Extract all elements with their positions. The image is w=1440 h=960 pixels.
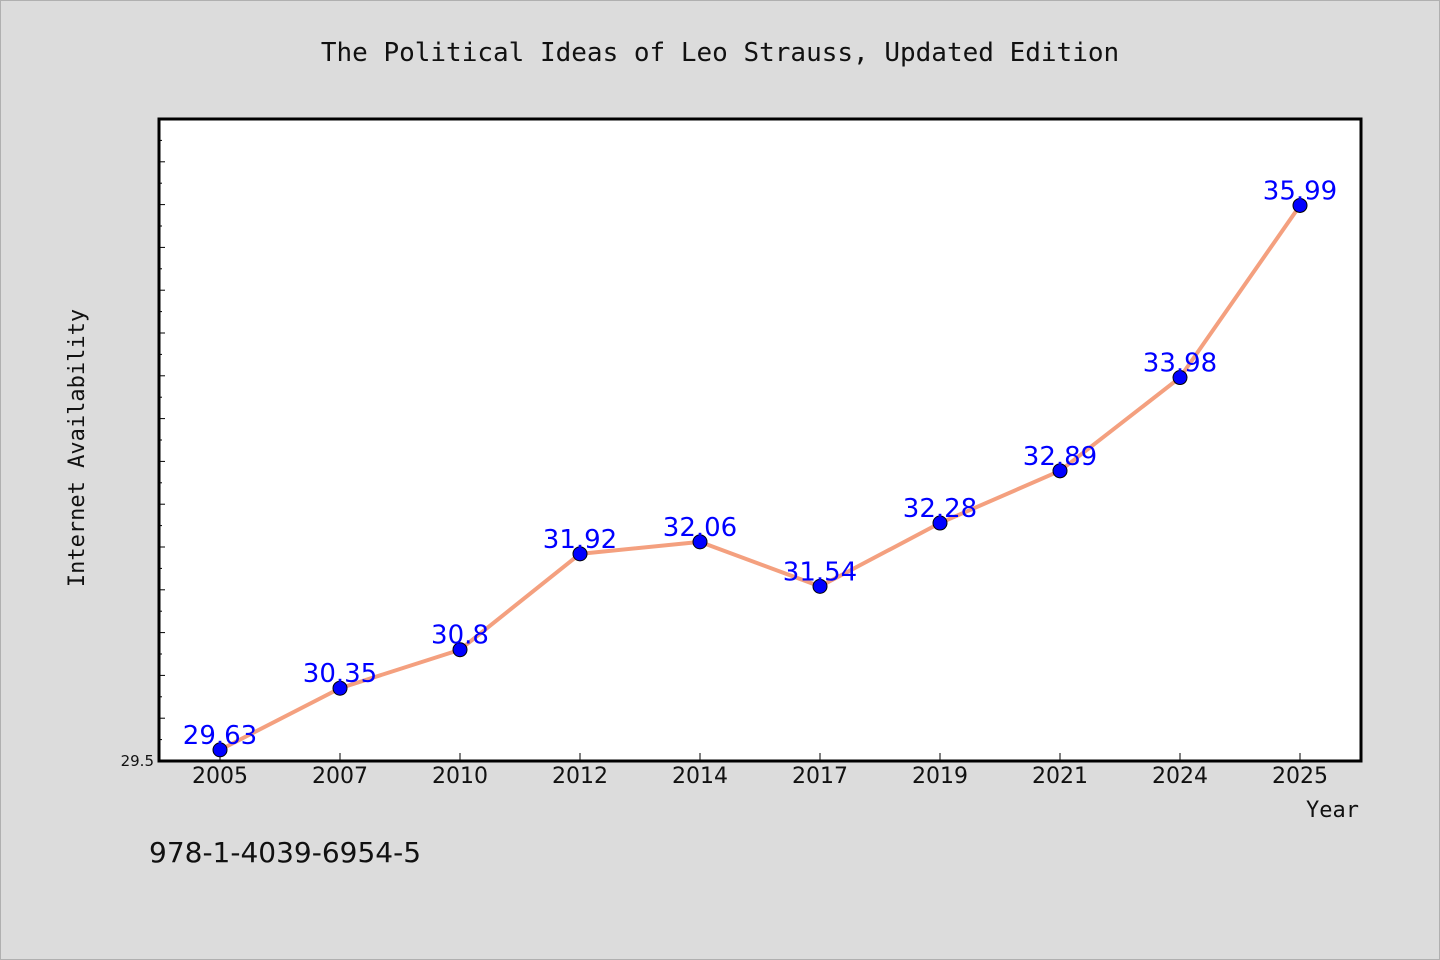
data-label: 30.8 bbox=[431, 621, 489, 651]
x-tick-label: 2019 bbox=[912, 764, 968, 789]
data-point bbox=[1292, 197, 1308, 213]
plot-area bbox=[157, 117, 1363, 763]
x-tick-label: 2017 bbox=[792, 764, 848, 789]
data-label: 32.28 bbox=[903, 494, 977, 524]
data-label: 32.06 bbox=[663, 513, 737, 543]
data-point bbox=[932, 515, 948, 531]
isbn-text: 978-1-4039-6954-5 bbox=[149, 836, 421, 869]
y-axis-label: Internet Availability bbox=[65, 309, 90, 587]
x-tick-label: 2021 bbox=[1032, 764, 1088, 789]
y-tick-label: 29.5 bbox=[121, 752, 154, 770]
data-point bbox=[332, 680, 348, 696]
series-group: 29.63 30.35 30.8 31.92 32.06 31.54 32.28 32.89 3… bbox=[183, 176, 1337, 758]
data-point bbox=[692, 534, 708, 550]
x-tick-label: 2025 bbox=[1272, 764, 1328, 789]
x-tick-label: 2005 bbox=[192, 764, 248, 789]
data-label: 33.98 bbox=[1143, 349, 1217, 379]
x-tick-label: 2014 bbox=[672, 764, 728, 789]
data-label: 31.92 bbox=[543, 525, 617, 555]
x-axis-ticks: 2005 2007 2010 2012 2014 2017 2019 2021 2024 2025 bbox=[192, 753, 1328, 789]
y-axis-ticks: 29.5 bbox=[121, 118, 165, 770]
x-axis-label: Year bbox=[1306, 798, 1359, 823]
data-point bbox=[812, 578, 828, 594]
x-tick-label: 2010 bbox=[432, 764, 488, 789]
series-line bbox=[219, 204, 1302, 752]
chart-title: The Political Ideas of Leo Strauss, Upda… bbox=[321, 38, 1119, 68]
data-label: 29.63 bbox=[183, 721, 257, 751]
data-label: 31.54 bbox=[783, 557, 857, 587]
x-tick-label: 2024 bbox=[1152, 764, 1208, 789]
data-point bbox=[1172, 370, 1188, 386]
data-point bbox=[1052, 463, 1068, 479]
data-point bbox=[452, 642, 468, 658]
data-label: 30.35 bbox=[303, 659, 377, 689]
x-tick-label: 2012 bbox=[552, 764, 608, 789]
data-label: 32.89 bbox=[1023, 442, 1097, 472]
x-tick-label: 2007 bbox=[312, 764, 368, 789]
data-point bbox=[572, 546, 588, 562]
data-point bbox=[212, 742, 228, 758]
data-label: 35.99 bbox=[1263, 176, 1337, 206]
